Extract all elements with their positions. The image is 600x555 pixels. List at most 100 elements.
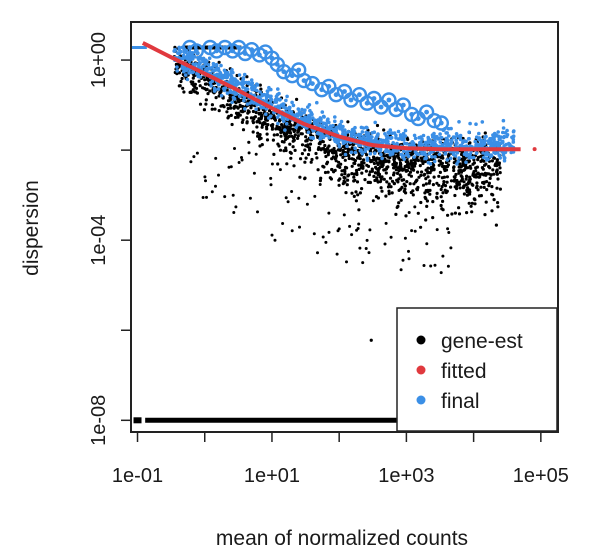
final-point [353,146,357,150]
final-point [369,138,373,142]
final-outlier-point [438,120,444,126]
final-point [504,142,509,147]
gene-est-point [479,185,483,189]
final-point [454,138,459,142]
gene-est-point [399,162,403,167]
gene-est-point [389,185,393,189]
final-point [398,135,403,140]
final-point [180,66,185,70]
gene-est-point [369,338,373,342]
final-point [414,151,419,156]
gene-est-point [439,187,443,192]
final-point [197,60,202,65]
gene-est-point [280,123,284,127]
gene-est-point [259,116,263,120]
gene-est-point [277,119,282,123]
gene-est-point [407,211,411,214]
final-point [274,100,279,104]
gene-est-point [217,109,221,113]
final-point [229,77,233,82]
gene-est-point [452,165,456,169]
gene-est-point [365,238,369,242]
final-point [241,78,245,83]
final-point [440,136,444,140]
gene-est-point [321,140,325,144]
gene-est-point [286,200,290,204]
final-outlier-ring [208,43,225,59]
final-point [275,92,280,97]
final-point [186,57,190,61]
gene-est-point [455,178,459,183]
final-point [360,130,365,134]
gene-est-point [308,142,313,146]
gene-est-point [399,268,403,272]
gene-est-point [447,231,451,234]
final-point [268,114,273,118]
gene-est-point [323,150,327,154]
final-point [244,88,248,92]
gene-est-point [365,153,369,157]
final-point [458,143,463,148]
gene-est-point [350,233,354,237]
gene-est-point [337,178,341,182]
gene-est-point [492,172,496,176]
final-point [239,81,243,85]
final-point [206,63,211,67]
gene-est-point [362,158,366,162]
gene-est-point [490,159,494,163]
gene-est-point [210,103,214,107]
final-point [260,92,265,97]
final-point [317,123,322,127]
gene-est-point [203,82,208,86]
gene-est-point [267,109,272,113]
x-tick-label: 1e+05 [513,465,569,487]
gene-est-point [465,211,469,215]
gene-est-point [360,171,364,175]
final-outlier-point [326,84,332,89]
gene-est-point [382,128,386,132]
gene-est-point [370,167,374,171]
x-tick-label: 1e+01 [244,465,300,487]
gene-est-point [306,152,311,157]
gene-est-point [467,201,471,205]
gene-est-point [418,164,422,168]
final-point [475,143,479,148]
gene-est-zero-point [133,417,142,424]
gene-est-point [426,175,430,179]
gene-est-point [353,161,357,166]
gene-est-point [246,111,250,115]
final-point [196,74,201,78]
gene-est-point [284,196,288,200]
final-point [504,134,509,139]
gene-est-point [298,175,302,179]
final-point [336,137,340,142]
gene-est-point [354,199,358,203]
gene-est-point [279,134,283,138]
gene-est-point [341,145,345,149]
final-point [284,122,289,126]
final-outlier-ring [276,63,292,80]
gene-est-point [351,143,355,147]
gene-est-point [390,191,394,195]
final-point [458,136,462,141]
gene-est-point [477,194,482,198]
gene-est-point [425,204,429,208]
gene-est-point [201,196,205,199]
y-tick-label: 1e-08 [88,395,110,446]
gene-est-point [255,125,259,129]
gene-est-point [484,162,488,166]
final-point [278,97,283,102]
gene-est-point [435,181,439,185]
gene-est-point [440,185,444,189]
final-point [221,73,225,78]
gene-est-point [304,135,308,139]
gene-est-point [490,185,494,189]
gene-est-point [409,159,413,163]
gene-est-point [260,143,264,147]
gene-est-point [446,163,450,167]
final-point [502,158,507,163]
gene-est-point [252,171,256,175]
gene-est-point [440,154,444,158]
final-point [492,140,497,145]
x-tick-label: 1e-01 [112,465,163,487]
